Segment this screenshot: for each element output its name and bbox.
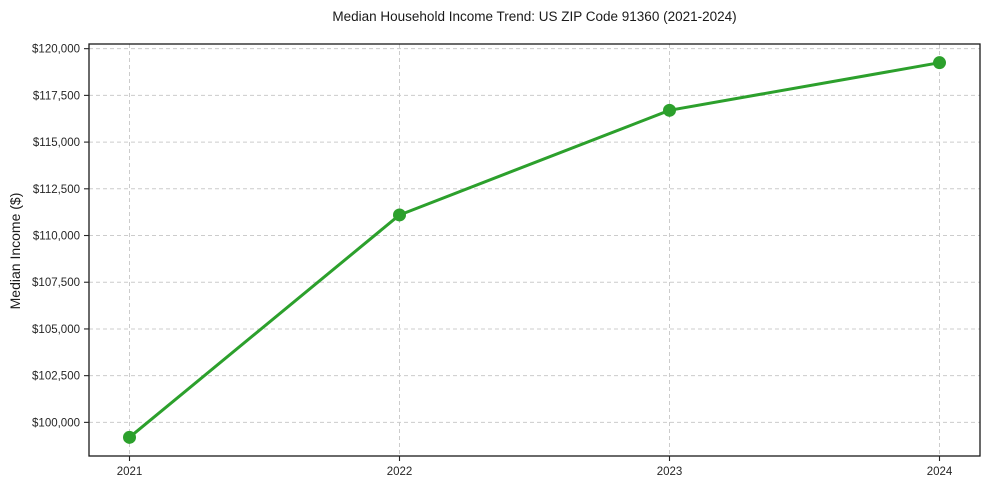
income-trend-line	[128, 61, 941, 439]
y-tick-label: $115,000	[33, 137, 80, 149]
y-tick-label: $117,500	[33, 90, 80, 102]
y-tick-label: $100,000	[32, 417, 80, 429]
data-point	[393, 208, 406, 222]
x-tick-label: 2023	[657, 466, 683, 478]
y-tick-label: $105,000	[32, 324, 80, 336]
x-tick-label: 2022	[387, 466, 413, 478]
y-tick-label: $102,500	[32, 371, 80, 383]
data-point	[123, 430, 136, 444]
x-tick-label: 2024	[927, 466, 953, 478]
chart-title: Median Household Income Trend: US ZIP Co…	[332, 9, 737, 24]
data-point	[933, 56, 946, 70]
y-tick-label: $110,000	[33, 231, 80, 243]
plot-frame	[88, 43, 981, 457]
data-point	[663, 103, 676, 117]
x-tick-label: 2021	[117, 466, 143, 478]
y-tick-label: $120,000	[32, 44, 80, 56]
y-tick-label: $112,500	[33, 184, 80, 196]
y-tick-label: $107,500	[32, 277, 80, 289]
